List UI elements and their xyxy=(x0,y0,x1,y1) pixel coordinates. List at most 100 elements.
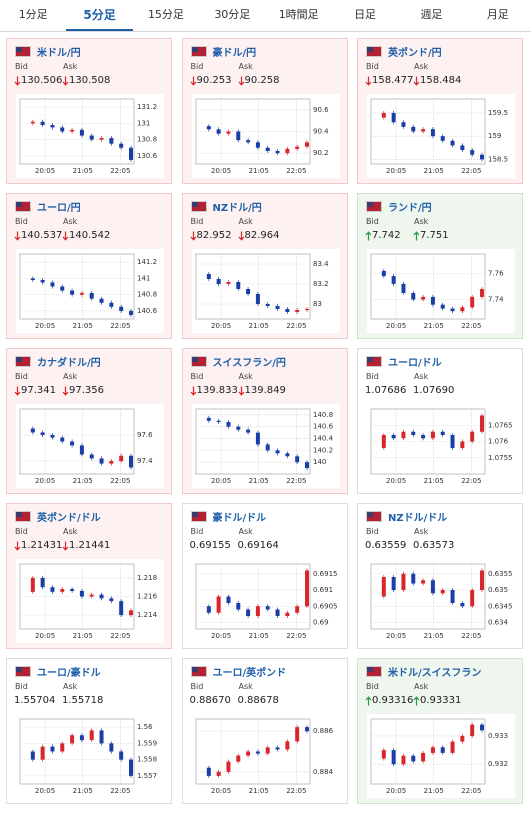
candle-body xyxy=(440,431,445,435)
candle xyxy=(245,427,250,435)
plot-frame xyxy=(370,563,486,630)
x-tick-label: 22:05 xyxy=(110,632,130,640)
x-tick-label: 21:05 xyxy=(424,322,444,330)
candle xyxy=(480,152,484,162)
rate-card[interactable]: 豪ドル/円 Bid Ask 90.253 90.258 90.6 90.4 90.2 20:05… xyxy=(181,38,348,184)
arrow-shape xyxy=(365,76,372,86)
candle-body xyxy=(89,730,94,741)
ask-value: 82.964 xyxy=(238,230,280,241)
candle xyxy=(79,291,84,297)
candle xyxy=(391,110,396,125)
candle-body xyxy=(70,589,75,591)
y-tick-label: 90.6 xyxy=(313,106,329,114)
rate-card[interactable]: ユーロ/ドル Bid Ask 1.07686 1.07690 1.0765 1.076 1.0… xyxy=(357,348,523,494)
arrow-shape xyxy=(62,386,69,396)
rate-card[interactable]: 英ポンド/ドル Bid Ask 1.21431 1.21441 1.218 1.216 1.2… xyxy=(6,503,172,649)
tab[interactable]: 月足 xyxy=(486,8,509,21)
pair-name: NZドル/ドル xyxy=(388,513,448,524)
candle xyxy=(235,280,240,291)
trend-arrow xyxy=(365,230,372,240)
candle xyxy=(304,725,309,734)
candle-body xyxy=(30,751,35,760)
rate-card[interactable]: ユーロ/円 Bid Ask 140.537 140.542 141.2 141 140.8 14… xyxy=(6,193,172,339)
candle-body xyxy=(206,606,211,613)
y-tick-label: 0.886 xyxy=(313,727,334,735)
bid-value: 158.477 xyxy=(365,75,413,86)
candle xyxy=(50,433,55,440)
rate-card[interactable]: 豪ドル/ドル Bid Ask 0.69155 0.69164 0.6915 0.691 0.6… xyxy=(181,503,348,649)
candle xyxy=(30,426,35,435)
bid-text: 90.253 xyxy=(196,75,232,86)
arrow-shape xyxy=(62,76,69,86)
candle-body xyxy=(430,431,435,439)
candle-body xyxy=(381,577,386,597)
tab[interactable]: 日足 xyxy=(354,8,377,21)
bid-label: Bid xyxy=(366,217,379,226)
pair-name: ユーロ/英ポンド xyxy=(212,668,287,679)
candle xyxy=(381,748,386,761)
candle-body xyxy=(119,306,124,311)
y-tick-label: 0.6915 xyxy=(313,570,338,578)
candle xyxy=(99,456,104,466)
tab[interactable]: 5分足 xyxy=(66,0,133,31)
y-tick-label: 0.6345 xyxy=(488,602,513,610)
rate-card[interactable]: NZドル/ドル Bid Ask 0.63559 0.63573 0.6355 0.635 0.… xyxy=(357,503,523,649)
flag-icon xyxy=(15,356,31,367)
tab[interactable]: 15分足 xyxy=(147,8,184,21)
trend-arrow xyxy=(365,695,372,705)
rate-card[interactable]: スイスフラン/円 Bid Ask 139.833 139.849 140.8 140.6 14… xyxy=(181,348,348,494)
candle-body xyxy=(294,727,299,742)
x-tick-label: 20:05 xyxy=(210,322,230,330)
candle xyxy=(30,119,35,126)
candle xyxy=(206,124,211,132)
rate-card[interactable]: 米ドル/スイスフラン Bid Ask 0.93316 0.93331 0.933 0.932… xyxy=(357,658,523,804)
candle xyxy=(275,149,280,156)
tab[interactable]: 30分足 xyxy=(214,8,251,21)
ask-text: 158.484 xyxy=(420,75,462,86)
tab[interactable]: 1時間足 xyxy=(278,8,319,21)
candle-body xyxy=(30,121,35,124)
candle-body xyxy=(470,724,475,736)
candle-body xyxy=(235,282,240,289)
trend-arrow xyxy=(62,76,69,86)
candle-body xyxy=(284,309,289,312)
tab[interactable]: 1分足 xyxy=(18,8,48,21)
candle-body xyxy=(60,589,65,592)
ask-label: Ask xyxy=(238,372,253,381)
candle xyxy=(304,307,309,312)
candle xyxy=(109,741,114,754)
arrow-shape xyxy=(190,386,196,396)
candle-body xyxy=(284,148,289,154)
candle-body xyxy=(119,751,124,760)
y-tick-label: 0.635 xyxy=(488,586,508,594)
candle xyxy=(421,433,426,441)
candle-body xyxy=(235,755,240,762)
candle xyxy=(304,460,309,471)
rate-card[interactable]: ユーロ/豪ドル Bid Ask 1.55704 1.55718 1.56 1.559 1.55… xyxy=(6,658,172,804)
ask-label: Ask xyxy=(238,682,253,691)
rate-card[interactable]: ランド/円 Bid Ask 7.742 7.751 7.76 7.74 20:05 21:05 2… xyxy=(357,193,523,339)
candle xyxy=(89,291,94,301)
rate-card[interactable]: ユーロ/英ポンド Bid Ask 0.88670 0.88678 0.886 0.884 20… xyxy=(181,658,348,804)
candle-body xyxy=(421,435,426,439)
flag-icon xyxy=(15,666,31,677)
candle xyxy=(401,281,406,295)
candle-body xyxy=(304,727,309,732)
rate-card[interactable]: カナダドル/円 Bid Ask 97.341 97.356 97.6 97.4 20:05 21… xyxy=(6,348,172,494)
arrow-shape xyxy=(413,76,420,86)
candle xyxy=(119,304,124,313)
candle xyxy=(216,277,221,286)
pair-name: ユーロ/ドル xyxy=(388,358,442,369)
candle-body xyxy=(450,590,455,603)
candle xyxy=(99,136,104,142)
candle xyxy=(109,300,114,309)
rate-card[interactable]: NZドル/円 Bid Ask 82.952 82.964 83.4 83.2 83 20:05 2… xyxy=(181,193,348,339)
x-tick-label: 20:05 xyxy=(386,477,406,485)
rate-card[interactable]: 米ドル/円 Bid Ask 130.506 130.508 131.2 131 130.8 13… xyxy=(6,38,172,184)
candle-body xyxy=(460,441,465,448)
candle xyxy=(109,459,114,466)
y-tick-label: 1.214 xyxy=(137,611,158,619)
x-tick-label: 22:05 xyxy=(286,787,306,795)
rate-card[interactable]: 英ポンド/円 Bid Ask 158.477 158.484 159.5 159 158.5 2… xyxy=(357,38,523,184)
tab[interactable]: 週足 xyxy=(420,8,443,21)
